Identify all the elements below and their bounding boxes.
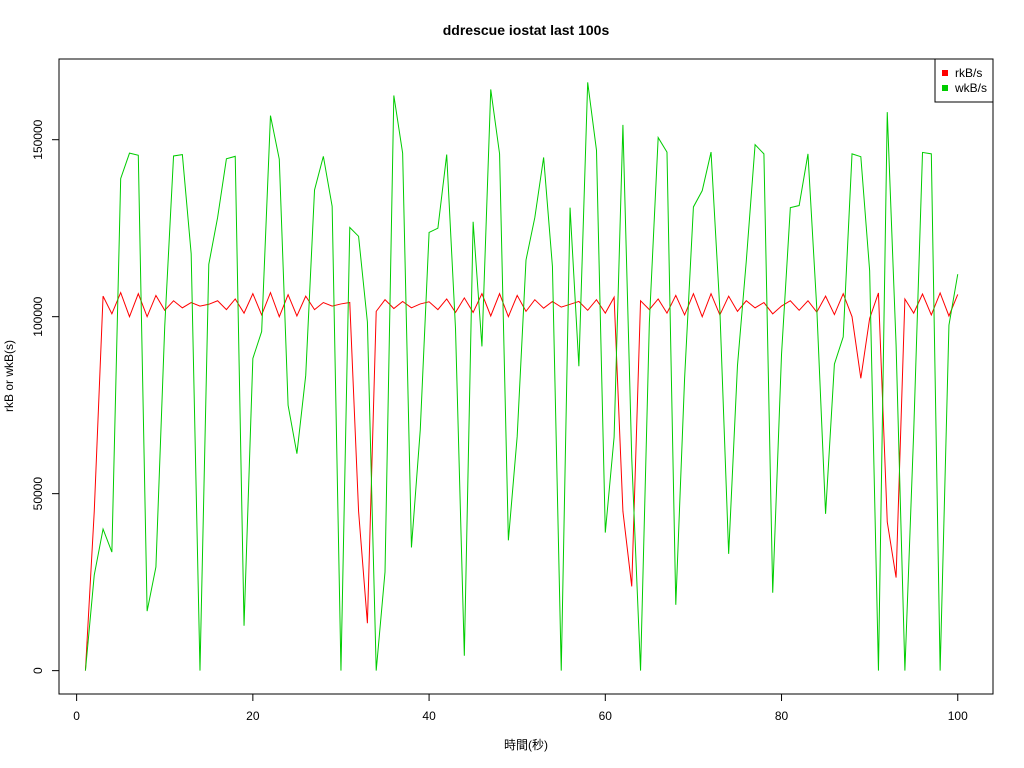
legend: rkB/s wkB/s xyxy=(934,58,994,103)
x-tick-label: 0 xyxy=(73,709,80,723)
x-tick-label: 100 xyxy=(948,709,968,723)
x-tick-label: 40 xyxy=(422,709,436,723)
x-tick-label: 60 xyxy=(599,709,613,723)
x-tick-label: 80 xyxy=(775,709,789,723)
legend-label-wkb: wkB/s xyxy=(954,81,987,95)
legend-swatch-rkb xyxy=(942,70,948,76)
y-tick-label: 0 xyxy=(31,667,45,674)
x-axis: 0 20 40 60 80 100 xyxy=(73,693,968,723)
legend-box xyxy=(934,58,994,103)
y-tick-label: 150000 xyxy=(31,119,45,159)
series-line-rkb-s xyxy=(84,291,959,671)
x-tick-label: 20 xyxy=(246,709,260,723)
x-axis-label: 時間(秒) xyxy=(504,738,548,752)
series-lines xyxy=(84,82,959,671)
y-tick-label: 100000 xyxy=(31,296,45,336)
chart-title: ddrescue iostat last 100s xyxy=(443,22,610,38)
legend-swatch-wkb xyxy=(942,85,948,91)
legend-label-rkb: rkB/s xyxy=(955,66,982,80)
y-axis: 0 50000 100000 150000 xyxy=(31,119,60,674)
y-tick-label: 50000 xyxy=(31,477,45,511)
series-line-wkb-s xyxy=(84,82,959,671)
y-axis-label: rkB or wkB(s) xyxy=(2,340,16,412)
